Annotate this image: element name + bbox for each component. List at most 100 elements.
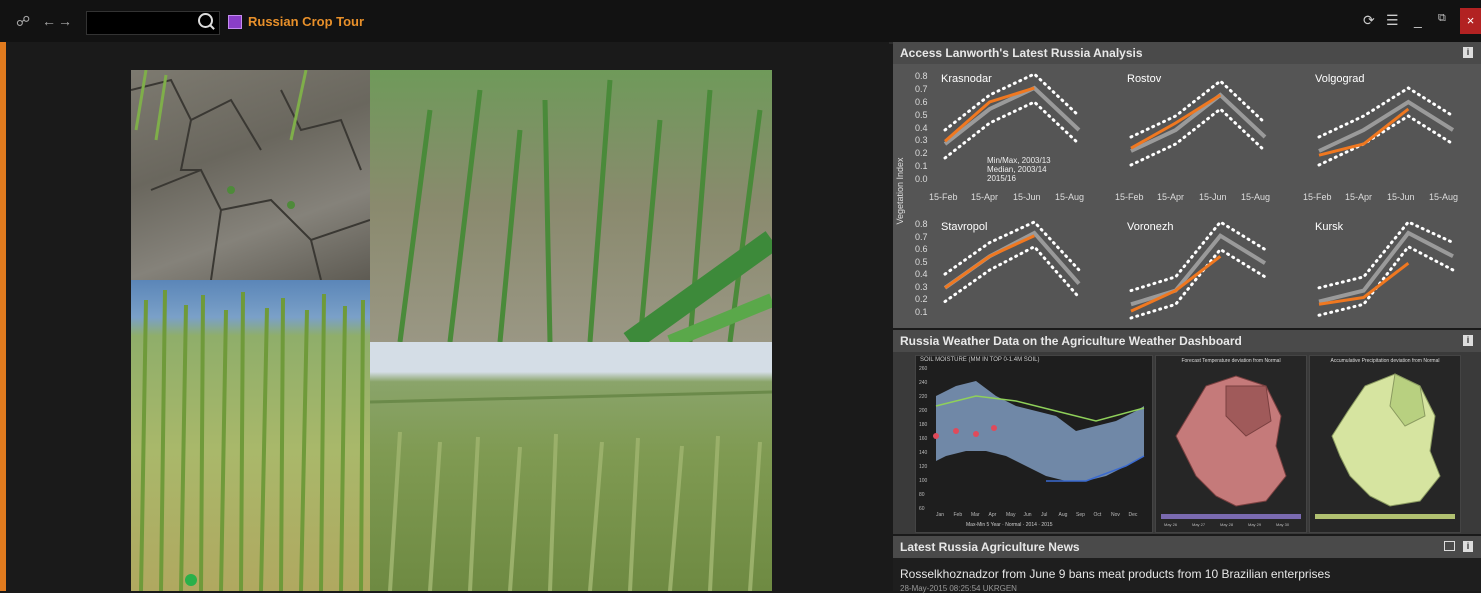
y-tick-label: 0.5 [915,256,928,267]
minmax-series-line [943,244,1081,304]
vegetation-plot [943,220,1081,304]
legend-item: Min/Max, 2003/13 [987,156,1051,165]
news-list: Rosselkhoznadzor from June 9 bans meat p… [893,558,1481,593]
soil-y-tick: 140 [919,450,928,456]
vegetation-chart-volgograd: Volgograd [1311,72,1461,188]
minmax-series-line [1129,247,1267,320]
map-date-tick: May 30 [1276,522,1290,527]
soil-moisture-chart: SOIL MOISTURE (MM IN TOP 0-1.4M SOIL) 26… [915,355,1153,533]
x-tick-label: 15-Aug [1055,192,1085,202]
minmax-series-line [943,100,1081,160]
soil-month-tick: Dec [1128,512,1138,518]
region-name: Stavropol [941,221,988,233]
photo-young-wheat [370,70,772,342]
minmax-series-line [1317,86,1455,139]
temperature-map: Forecast Temperature deviation from Norm… [1155,355,1307,533]
info-icon[interactable]: i [1463,47,1473,58]
link-icon[interactable]: ☍ [16,13,31,29]
soil-month-tick: Apr [988,512,997,518]
precipitation-map: Accumulative Precipitation deviation fro… [1309,355,1461,533]
soil-month-tick: Jan [936,512,945,518]
y-tick-label: 0.6 [915,96,928,107]
news-headline[interactable]: Rosselkhoznadzor from June 9 bans meat p… [900,567,1331,581]
y-tick-label: 0.0 [915,174,928,185]
soil-y-tick: 60 [919,506,925,512]
soil-month-tick: Sep [1076,512,1085,518]
soil-month-tick: Jun [1023,512,1032,518]
x-tick-label: 15-Jun [1387,192,1415,202]
refresh-icon[interactable]: ⟳ [1363,12,1375,28]
panel-title-vegetation: Access Lanworth's Latest Russia Analysis [900,46,1143,60]
soil-y-tick: 240 [919,380,928,386]
region-name: Kursk [1315,221,1344,233]
soil-y-tick: 220 [919,394,928,400]
info-icon[interactable]: i [1463,541,1473,552]
soil-month-tick: Nov [1111,512,1120,518]
x-tick-label: 15-Feb [1115,192,1144,202]
soil-legend-item: Normal [1005,522,1022,528]
wheat-field-texture [370,390,772,591]
soil-legend-item: 2015 [1041,522,1053,528]
restore-icon[interactable]: ⧉ [1438,12,1446,24]
x-tick-label: 15-Apr [1345,192,1373,202]
y-tick-label: 0.1 [915,306,928,317]
soil-moisture-plot [933,381,1145,482]
x-tick-label: 15-Aug [1241,192,1271,202]
soil-chart-title: SOIL MOISTURE (MM IN TOP 0-1.4M SOIL) [920,357,1040,363]
soil-cracks [131,70,370,280]
current-season-series-line [1130,255,1222,313]
vegetation-chart-rostov: Rostov [1123,72,1273,188]
y-tick-label: 0.5 [915,109,928,120]
y-tick-label: 0.8 [915,71,928,81]
crop-photo-collage [131,70,772,591]
search-icon[interactable] [198,13,213,28]
soil-y-tick: 100 [919,478,928,484]
map-date-tick: May 28 [1220,522,1234,527]
median-series-line [1130,92,1267,153]
region-name: Krasnodar [941,73,992,85]
soil-month-tick: Feb [953,512,963,518]
minmax-series-line [943,72,1081,132]
menu-icon[interactable]: ☰ [1386,12,1399,28]
precipitation-map-shape [1315,373,1455,519]
vegetation-chart-kursk: Kursk [1311,220,1461,320]
weather-dashboard-area: SOIL MOISTURE (MM IN TOP 0-1.4M SOIL) 26… [893,352,1481,534]
x-tick-label: 15-Jun [1013,192,1041,202]
soil-y-tick: 180 [919,422,928,428]
popout-icon[interactable] [1444,541,1455,551]
minmax-series-line [1129,220,1267,293]
minmax-series-line [1317,114,1455,167]
y-tick-label: 0.7 [915,83,928,94]
legend-item: 2015/16 [987,174,1016,183]
median-series-line [943,85,1081,146]
x-tick-label: 15-Feb [929,192,958,202]
soil-legend: Max-Min 5 Year · Normal · 2014 · 2015 [966,522,1053,528]
vegetation-plot [943,72,1081,160]
panel-title-news: Latest Russia Agriculture News [900,540,1080,554]
legend-item: Median, 2003/14 [987,165,1047,174]
precipitation-map-title: Accumulative Precipitation deviation fro… [1330,358,1440,364]
window-frame-accent [0,42,6,591]
y-tick-label: 0.8 [915,219,928,229]
y-tick-label: 0.6 [915,244,928,254]
back-arrow-icon[interactable]: ← [42,13,56,29]
minmax-series-line [1317,244,1455,317]
photo-wheat-field [370,342,772,591]
y-tick-label: 0.3 [915,135,928,146]
close-button[interactable]: × [1460,8,1481,34]
map-date-tick: May 26 [1164,522,1178,527]
map-date-tick: May 27 [1192,522,1206,527]
top-toolbar: ☍ ← → Russian Crop Tour ⟳ ☰ _ ⧉ × [0,0,1481,44]
app-grid-icon [228,15,242,29]
minimize-button[interactable]: _ [1414,12,1422,28]
soil-month-tick: May [1006,512,1016,518]
current-season-series-line [1130,93,1222,150]
info-icon[interactable]: i [1463,335,1473,346]
minmax-series-line [1317,220,1455,290]
forward-arrow-icon[interactable]: → [58,13,72,29]
vegetation-plot [1317,220,1455,317]
temperature-map-title: Forecast Temperature deviation from Norm… [1181,358,1281,364]
y-tick-label: 0.4 [915,122,928,133]
vegetation-ylabel-wrap: Vegetation Index [893,64,907,328]
minmax-series-line [1129,79,1267,139]
